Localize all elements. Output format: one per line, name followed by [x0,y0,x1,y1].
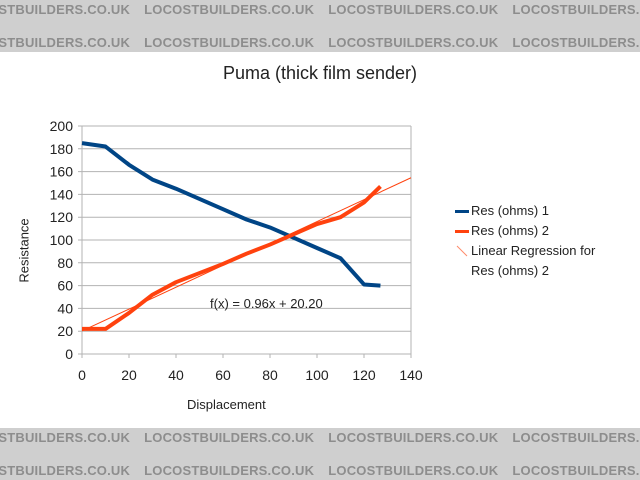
svg-text:120: 120 [50,209,74,225]
svg-text:100: 100 [305,367,329,383]
x-axis-ticks: 0 20 40 60 80 100 120 140 [78,367,423,383]
watermark-text-row: LOCOSTBUILDERS.CO.UKLOCOSTBUILDERS.CO.UK… [0,35,640,50]
svg-text:180: 180 [50,141,74,157]
legend-item-regression: Linear Regression for Res (ohms) 2 [455,241,621,281]
svg-text:140: 140 [399,367,423,383]
regression-equation: f(x) = 0.96x + 20.20 [210,296,323,311]
legend-label: Linear Regression for Res (ohms) 2 [471,243,596,278]
svg-text:140: 140 [50,186,74,202]
svg-text:0: 0 [78,367,86,383]
legend: Res (ohms) 1 Res (ohms) 2 Linear Regress… [455,201,621,281]
svg-text:80: 80 [262,367,278,383]
chart-title: Puma (thick film sender) [222,63,418,83]
svg-text:20: 20 [121,367,137,383]
svg-text:80: 80 [57,255,73,271]
svg-text:0: 0 [65,346,73,362]
svg-text:20: 20 [57,323,73,339]
watermark-text-row: LOCOSTBUILDERS.CO.UKLOCOSTBUILDERS.CO.UK… [0,463,640,478]
svg-text:200: 200 [50,118,74,134]
legend-swatch-blue [455,210,469,213]
svg-text:160: 160 [50,164,74,180]
legend-swatch-trendline [456,245,468,257]
watermark-text-row: LOCOSTBUILDERS.CO.UKLOCOSTBUILDERS.CO.UK… [0,2,640,17]
svg-text:60: 60 [57,278,73,294]
legend-item-res-2: Res (ohms) 2 [455,221,621,241]
legend-item-res-1: Res (ohms) 1 [455,201,621,221]
svg-text:120: 120 [352,367,376,383]
y-axis-label: Resistance [16,218,32,283]
svg-text:100: 100 [50,232,74,248]
watermark-text-row: LOCOSTBUILDERS.CO.UKLOCOSTBUILDERS.CO.UK… [0,430,640,445]
x-axis-label: Displacement [187,397,266,412]
svg-text:40: 40 [57,300,73,316]
data-series [81,141,412,332]
legend-swatch-orange [455,230,469,233]
y-axis-ticks: 0 20 40 60 80 100 120 140 160 180 200 [50,118,74,362]
legend-label: Res (ohms) 2 [471,223,550,238]
gridlines [78,125,412,358]
legend-label: Res (ohms) 1 [471,203,550,218]
watermark-banner-top: LOCOSTBUILDERS.CO.UKLOCOSTBUILDERS.CO.UK… [0,0,640,52]
watermark-banner-bottom: LOCOSTBUILDERS.CO.UKLOCOSTBUILDERS.CO.UK… [0,428,640,480]
svg-text:60: 60 [215,367,231,383]
svg-text:40: 40 [168,367,184,383]
